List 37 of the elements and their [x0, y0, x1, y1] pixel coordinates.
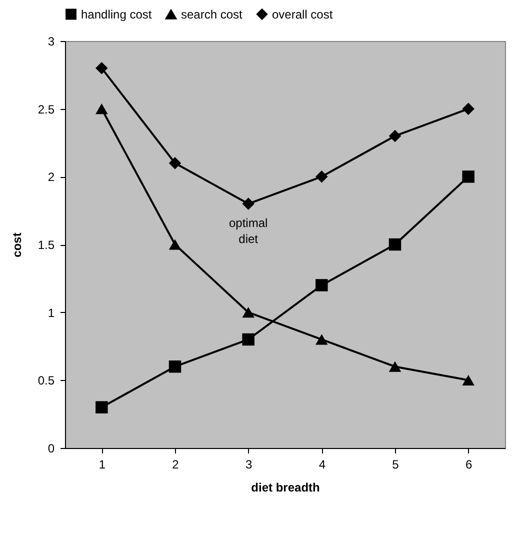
- annotation: optimal diet: [228, 216, 268, 246]
- point: [462, 102, 474, 115]
- point: [388, 238, 402, 251]
- legend-label: handling cost: [81, 7, 152, 22]
- point: [168, 239, 182, 250]
- point: [242, 333, 254, 346]
- x-tick-label: 5: [392, 458, 400, 472]
- point: [242, 198, 254, 210]
- y-tick-label: 1.5: [38, 238, 55, 252]
- x-tick-label: 3: [245, 458, 252, 472]
- point: [462, 170, 474, 183]
- point: [316, 279, 328, 292]
- x-tick-label: 4: [318, 458, 326, 472]
- point: [462, 374, 474, 386]
- y-tick-label: 1: [48, 306, 55, 320]
- legend-label: overall cost: [272, 7, 334, 22]
- x-tick-label: 2: [172, 458, 180, 472]
- legend-label: search cost: [181, 8, 244, 22]
- y-tick-label: 0: [48, 442, 55, 456]
- point: [168, 156, 182, 170]
- y-tick-label: 0.5: [38, 374, 55, 388]
- y-axis-title: cost: [10, 232, 24, 258]
- point: [96, 401, 108, 414]
- point: [96, 62, 108, 74]
- x-tick-label: 1: [98, 458, 106, 472]
- point: [388, 130, 402, 142]
- y-tick-label: 2: [48, 170, 55, 184]
- point: [168, 360, 182, 373]
- y-tick-label: 2.5: [38, 102, 55, 116]
- x-tick-label: 6: [465, 458, 472, 472]
- point: [316, 170, 328, 183]
- y-tick-label: 3: [48, 34, 55, 48]
- point: [316, 334, 328, 345]
- point: [388, 361, 402, 372]
- x-axis-title: diet breadth: [251, 480, 320, 494]
- point: [96, 104, 108, 114]
- point: [242, 307, 254, 318]
